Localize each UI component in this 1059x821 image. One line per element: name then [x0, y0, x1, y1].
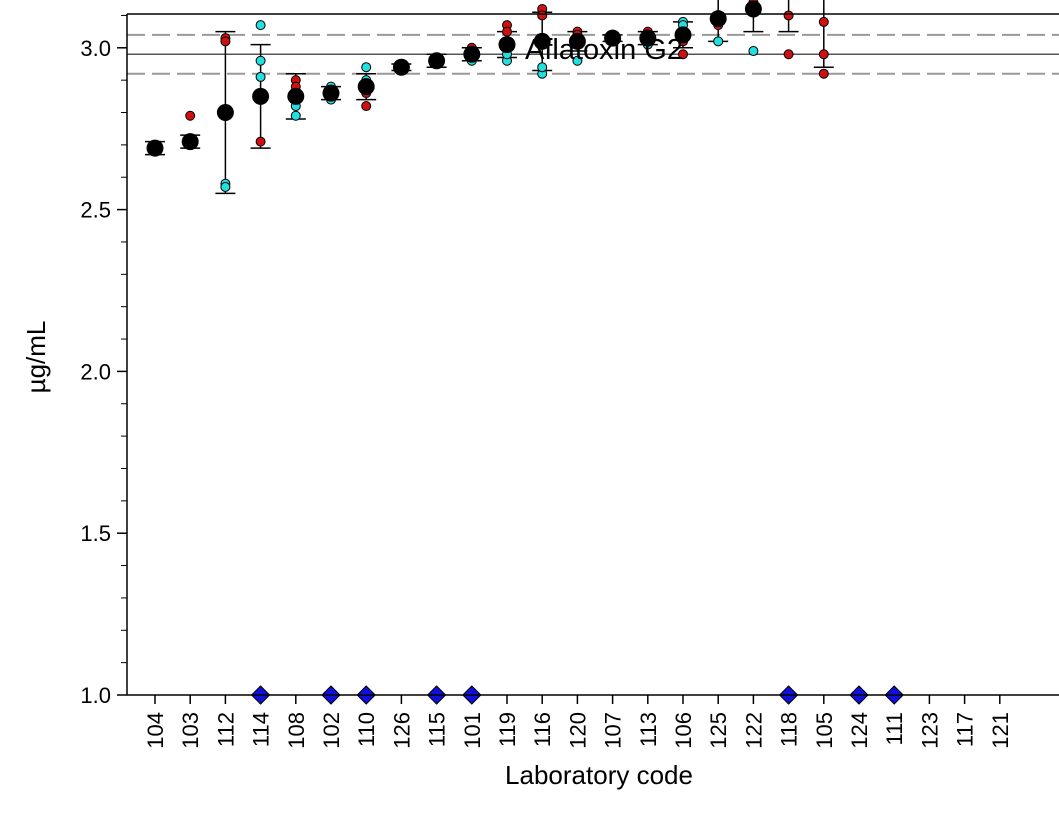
- replicate-point-red: [818, 49, 829, 60]
- data-points: [145, 0, 834, 195]
- x-tick-label: 115: [425, 712, 450, 747]
- mean-point: [744, 0, 762, 18]
- x-tick-label: 121: [988, 712, 1013, 749]
- x-tick-label: 116: [530, 712, 555, 747]
- x-tick-label: 120: [565, 712, 590, 749]
- mean-point: [181, 133, 199, 151]
- mean-point: [604, 29, 622, 47]
- replicate-point-red: [220, 36, 231, 47]
- mean-point: [322, 84, 340, 102]
- replicate-point-red: [502, 26, 512, 37]
- y-tick-label: 1.5: [80, 521, 111, 546]
- y-tick-label: 3.0: [80, 36, 111, 61]
- y-tick-label: 2.0: [80, 359, 111, 384]
- replicate-point-cyan: [572, 55, 583, 66]
- mean-point: [428, 52, 446, 70]
- lab-group: [250, 20, 271, 149]
- lab-group: [497, 20, 517, 66]
- mean-point: [533, 32, 551, 50]
- lab-group: [813, 0, 834, 79]
- x-tick-label: 118: [777, 712, 802, 747]
- mean-point: [392, 58, 410, 76]
- x-tick-label: 107: [601, 712, 626, 749]
- replicate-point-cyan: [537, 62, 548, 73]
- lab-group: [602, 29, 623, 47]
- lab-group: [743, 0, 764, 57]
- lab-group: [391, 58, 412, 76]
- x-tick-label: 122: [741, 712, 766, 749]
- lab-group: [461, 42, 482, 66]
- replicate-point-red: [678, 49, 688, 60]
- replicate-point-cyan: [255, 20, 266, 31]
- mean-point: [463, 45, 481, 63]
- lab-group: [637, 26, 658, 50]
- lab-group: [356, 62, 377, 112]
- mean-point: [252, 87, 270, 105]
- y-tick-label: 1.0: [80, 683, 111, 708]
- lab-group: [145, 139, 165, 157]
- x-tick-label: 112: [213, 712, 238, 747]
- x-axis: 104 103 112 114 108 102 110 126 115 101 119 116 120 1…: [143, 695, 1013, 749]
- lab-group: [532, 3, 553, 79]
- y-axis-title: µg/mL: [21, 321, 51, 394]
- x-tick-label: 103: [178, 712, 203, 749]
- mean-point: [639, 29, 657, 47]
- replicate-point-red: [783, 49, 794, 60]
- x-tick-label: 104: [143, 712, 168, 749]
- mean-point: [709, 10, 727, 28]
- replicate-point-cyan: [255, 55, 266, 66]
- x-tick-label: 101: [460, 712, 485, 749]
- replicate-point-cyan: [290, 110, 301, 121]
- x-tick-label: 119: [495, 712, 520, 747]
- replicate-point-cyan: [220, 181, 231, 192]
- replicate-point-red: [783, 10, 794, 21]
- x-tick-label: 111: [882, 712, 907, 745]
- replicate-point-red: [818, 16, 829, 27]
- mean-point: [287, 87, 305, 105]
- lab-group: [180, 110, 201, 151]
- reference-lines: [127, 33, 1059, 75]
- replicate-point-red: [361, 101, 372, 112]
- mean-point: [498, 36, 516, 54]
- x-tick-label: 124: [847, 712, 872, 749]
- lab-group: [426, 52, 447, 70]
- x-tick-label: 126: [389, 712, 414, 749]
- x-tick-label: 110: [354, 712, 379, 747]
- mean-point: [674, 26, 692, 44]
- mean-point: [146, 139, 164, 157]
- lab-group: [215, 30, 236, 195]
- x-tick-label: 108: [284, 712, 309, 749]
- mean-point: [216, 104, 234, 122]
- replicate-point-red: [185, 110, 196, 121]
- y-axis: 1.01.52.02.53.03.54.04.55.0: [80, 14, 127, 708]
- x-tick-label: 113: [636, 712, 661, 747]
- x-tick-label: 114: [249, 712, 274, 747]
- lab-group: [673, 16, 693, 60]
- x-axis-title: Laboratory code: [505, 760, 693, 790]
- x-tick-label: 123: [917, 712, 942, 749]
- lab-group: [285, 72, 306, 121]
- x-tick-label: 105: [812, 712, 837, 749]
- lab-group: [567, 26, 588, 66]
- replicate-point-cyan: [361, 62, 372, 73]
- replicate-point-red: [537, 10, 548, 21]
- replicate-point-cyan: [713, 36, 724, 47]
- replicate-point-red: [255, 136, 266, 147]
- chart-title: Aflatoxin G2: [525, 34, 683, 66]
- replicate-point-cyan: [748, 46, 759, 57]
- lab-group: [778, 0, 799, 60]
- x-tick-label: 106: [671, 712, 696, 749]
- x-tick-label: 117: [953, 712, 978, 747]
- y-tick-label: 2.5: [80, 198, 111, 223]
- mean-point: [568, 32, 586, 50]
- replicate-point-cyan: [255, 71, 266, 82]
- x-tick-label: 125: [706, 712, 731, 749]
- x-tick-label: 102: [319, 712, 344, 749]
- lab-group: [708, 0, 729, 47]
- mean-point: [357, 78, 375, 96]
- replicate-point-red: [818, 68, 829, 79]
- lab-group: [321, 81, 341, 105]
